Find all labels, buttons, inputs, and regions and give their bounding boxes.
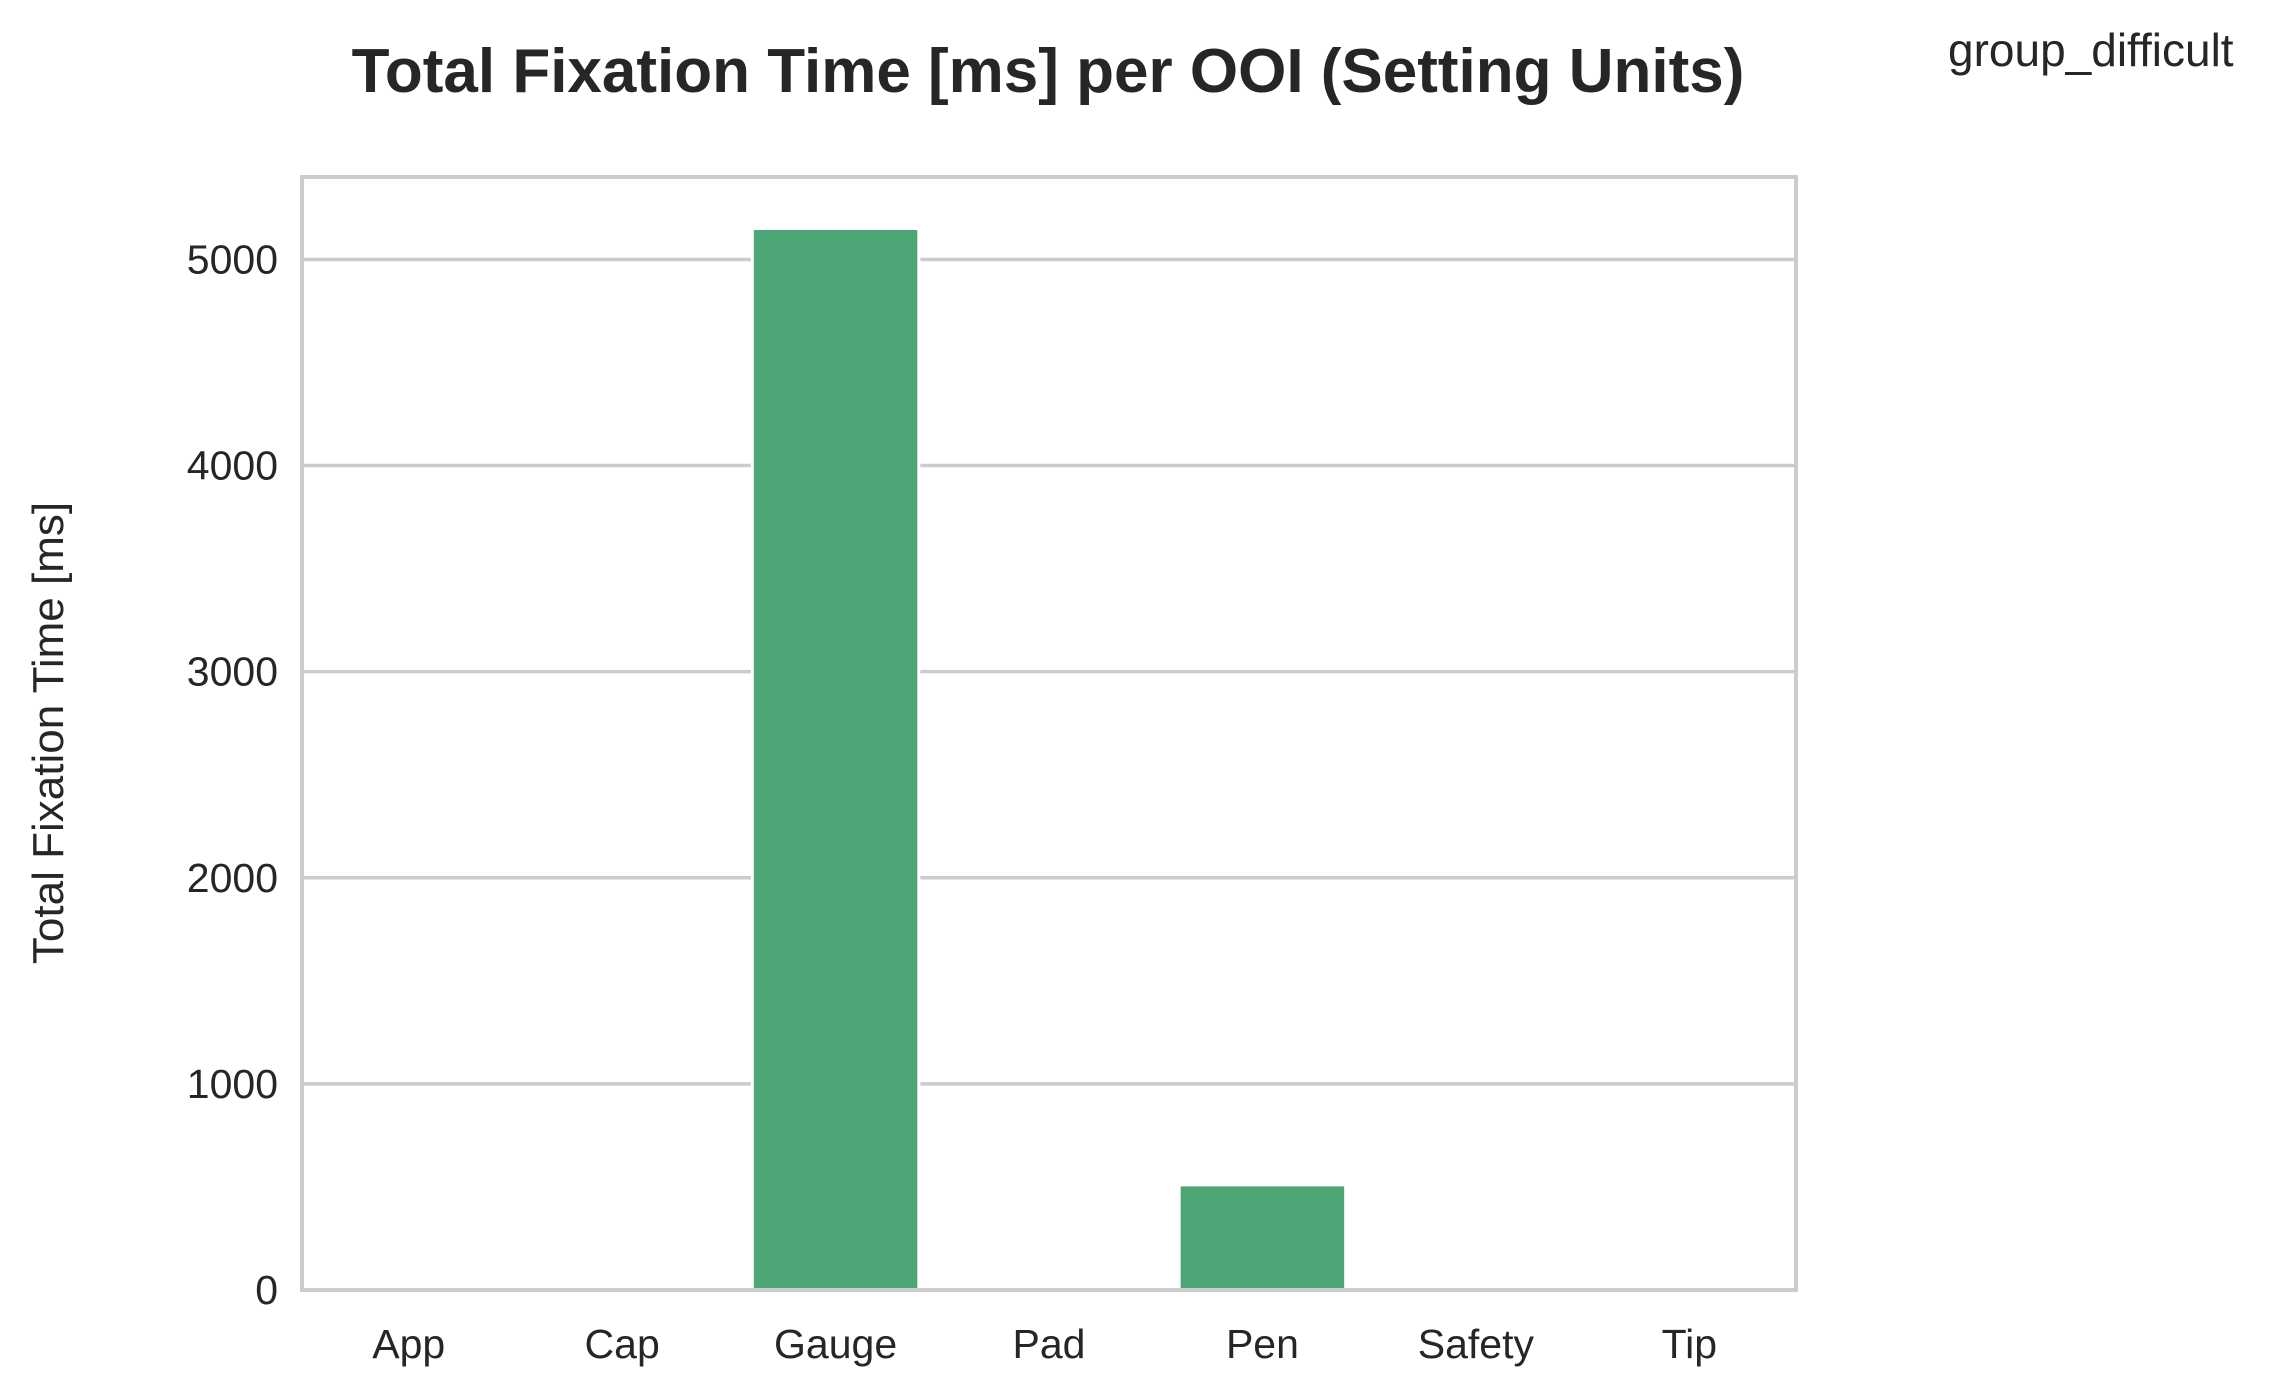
x-tick-label-pen: Pen [1226, 1321, 1299, 1367]
y-tick-label: 3000 [187, 649, 278, 695]
x-tick-labels: App Cap Gauge Pad Pen Safety Tip [372, 1321, 1717, 1367]
y-tick-label: 0 [255, 1267, 278, 1313]
y-tick-label: 2000 [187, 855, 278, 901]
y-tick-labels: 0 1000 2000 3000 4000 5000 [187, 236, 278, 1313]
x-tick-label-pad: Pad [1013, 1321, 1086, 1367]
bar-gauge [750, 227, 921, 1292]
bars [750, 227, 1348, 1292]
x-tick-label-tip: Tip [1662, 1321, 1717, 1367]
grid-lines [302, 257, 1796, 1086]
x-tick-label-app: App [372, 1321, 445, 1367]
bar-pen [1177, 1183, 1348, 1292]
y-tick-label: 5000 [187, 236, 278, 282]
y-tick-label: 4000 [187, 443, 278, 489]
y-tick-label: 1000 [187, 1061, 278, 1107]
x-tick-label-safety: Safety [1418, 1321, 1535, 1367]
x-tick-label-gauge: Gauge [774, 1321, 897, 1367]
x-tick-label-cap: Cap [585, 1321, 660, 1367]
chart-title: Total Fixation Time [ms] per OOI (Settin… [352, 37, 1745, 106]
y-axis-label: Total Fixation Time [ms] [24, 502, 73, 964]
plot-frame [300, 175, 1798, 1292]
legend-title: group_difficult [1948, 24, 2234, 76]
